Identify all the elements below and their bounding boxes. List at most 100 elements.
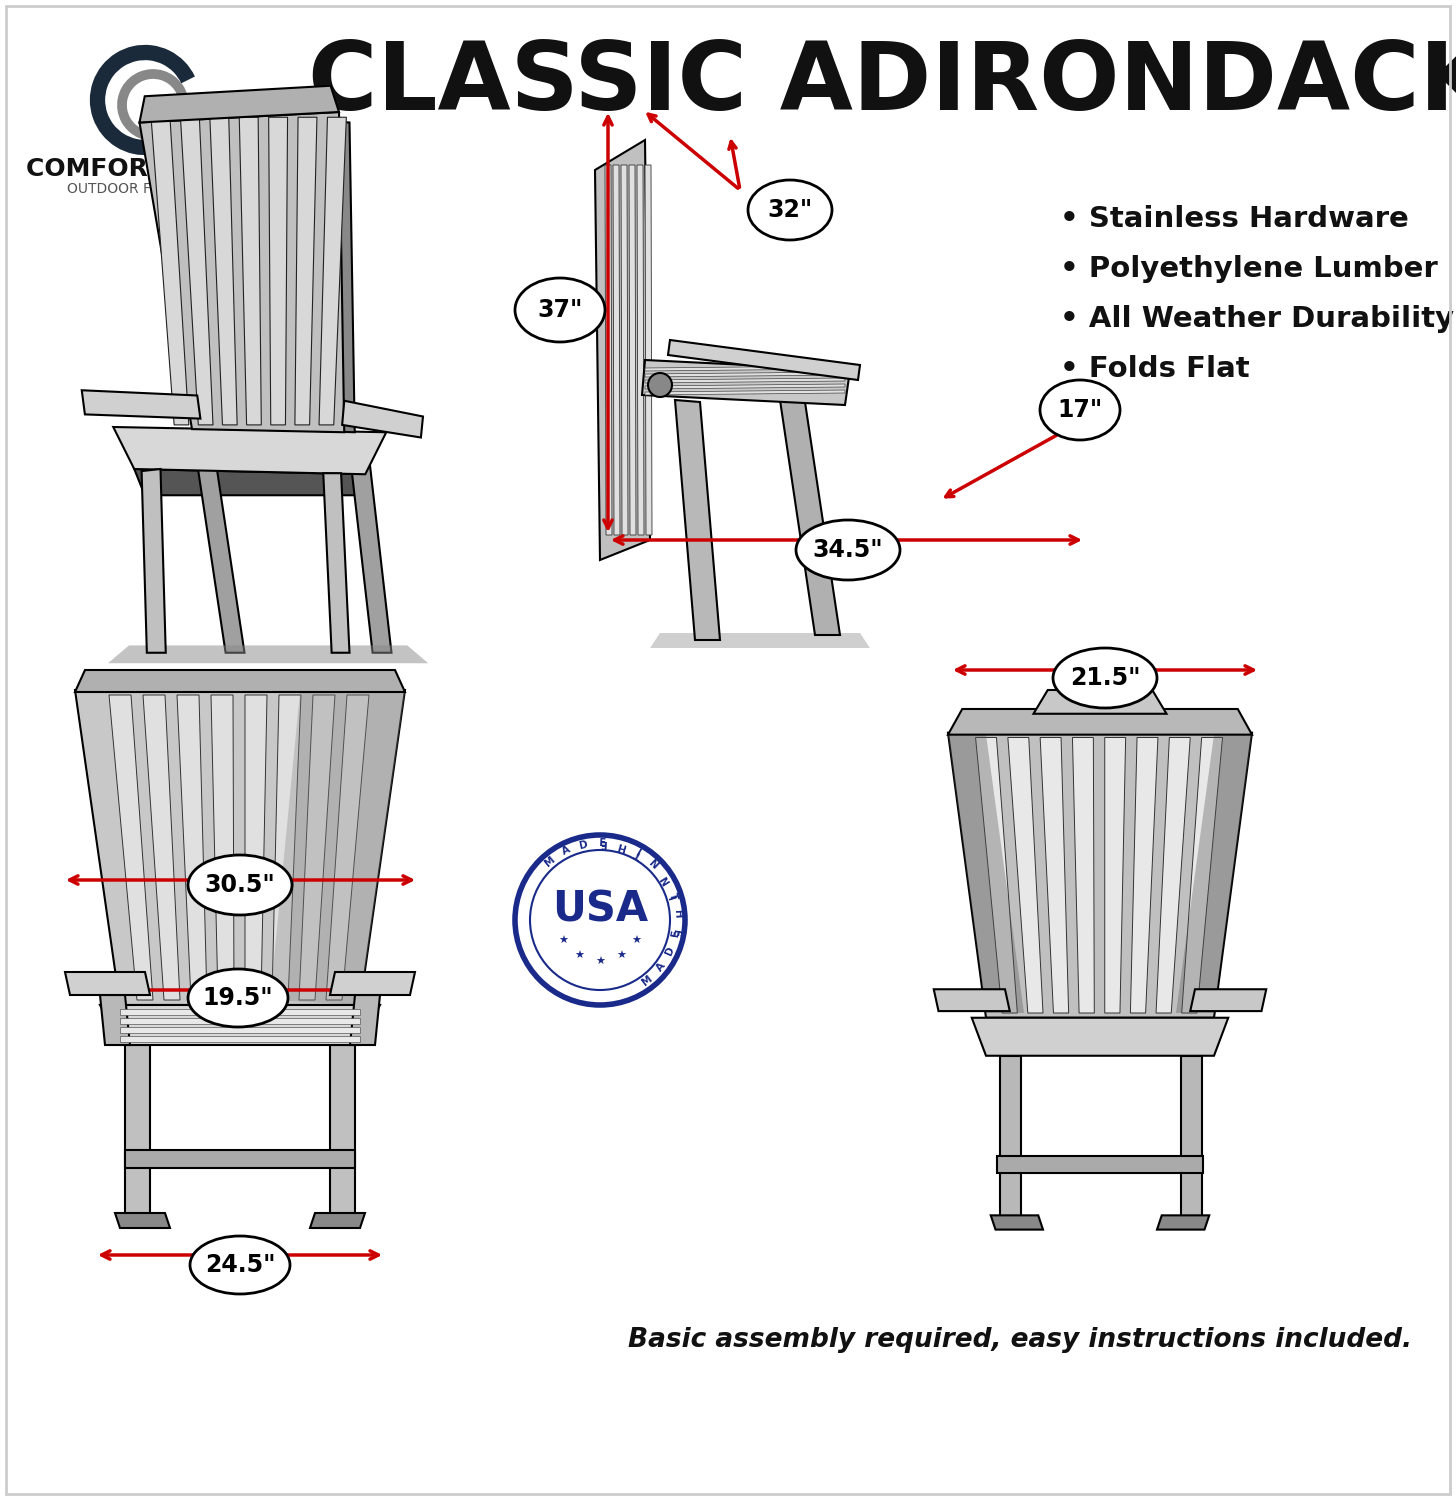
Polygon shape — [125, 1046, 150, 1220]
Polygon shape — [1073, 738, 1095, 1012]
Text: I: I — [635, 847, 642, 858]
Text: D: D — [664, 945, 677, 957]
Polygon shape — [66, 972, 150, 994]
Polygon shape — [349, 994, 380, 1045]
Polygon shape — [1158, 1215, 1210, 1230]
Polygon shape — [1008, 738, 1042, 1012]
Polygon shape — [115, 1214, 170, 1228]
Text: N: N — [658, 873, 671, 885]
Polygon shape — [668, 340, 860, 380]
Polygon shape — [310, 1214, 365, 1228]
Polygon shape — [143, 694, 181, 1000]
Polygon shape — [645, 390, 844, 394]
Polygon shape — [1176, 735, 1252, 1012]
Text: M: M — [641, 974, 655, 988]
Text: M: M — [543, 853, 558, 868]
Polygon shape — [119, 1010, 360, 1016]
Polygon shape — [1105, 738, 1125, 1012]
Ellipse shape — [188, 855, 293, 915]
Polygon shape — [125, 1150, 355, 1168]
Text: 19.5": 19.5" — [202, 986, 274, 1010]
Polygon shape — [76, 690, 405, 1005]
Polygon shape — [606, 165, 612, 536]
Polygon shape — [1190, 990, 1267, 1011]
Polygon shape — [997, 1155, 1203, 1173]
Polygon shape — [638, 165, 644, 536]
Polygon shape — [211, 694, 234, 1000]
Text: ★: ★ — [616, 951, 626, 962]
Text: H: H — [671, 910, 681, 920]
Text: A: A — [654, 962, 667, 974]
Polygon shape — [326, 694, 368, 1000]
Polygon shape — [331, 972, 415, 994]
Polygon shape — [192, 429, 245, 652]
Polygon shape — [613, 165, 620, 536]
Text: E: E — [598, 839, 606, 848]
Text: ★: ★ — [574, 951, 584, 962]
Polygon shape — [642, 360, 850, 405]
Polygon shape — [1130, 738, 1158, 1012]
Text: USA: USA — [552, 890, 648, 932]
Ellipse shape — [1053, 648, 1158, 708]
Text: 17": 17" — [1057, 398, 1102, 422]
Polygon shape — [622, 165, 628, 536]
Text: I: I — [668, 892, 678, 900]
Text: • All Weather Durability: • All Weather Durability — [1060, 304, 1455, 333]
Polygon shape — [971, 1017, 1229, 1056]
Text: 37": 37" — [537, 298, 582, 322]
Polygon shape — [100, 994, 130, 1045]
Polygon shape — [197, 112, 355, 432]
Polygon shape — [1181, 1056, 1201, 1222]
Polygon shape — [948, 734, 1252, 1017]
Polygon shape — [1000, 1056, 1021, 1222]
Polygon shape — [649, 633, 871, 648]
Polygon shape — [596, 140, 649, 560]
Polygon shape — [134, 470, 365, 495]
Text: • Polyethylene Lumber: • Polyethylene Lumber — [1060, 255, 1437, 284]
Polygon shape — [140, 86, 339, 123]
Polygon shape — [82, 390, 201, 418]
Polygon shape — [323, 472, 349, 652]
Polygon shape — [119, 1036, 360, 1042]
Text: 32": 32" — [767, 198, 812, 222]
Text: 24.5": 24.5" — [205, 1252, 275, 1276]
Text: Basic assembly required, easy instructions included.: Basic assembly required, easy instructio… — [628, 1328, 1412, 1353]
Ellipse shape — [796, 520, 900, 580]
Ellipse shape — [189, 1236, 290, 1294]
Text: T: T — [633, 847, 644, 859]
Polygon shape — [348, 433, 392, 652]
Polygon shape — [151, 117, 189, 424]
Text: • Folds Flat: • Folds Flat — [1060, 356, 1249, 382]
Circle shape — [530, 850, 670, 990]
Polygon shape — [272, 694, 301, 1000]
Polygon shape — [245, 694, 266, 1000]
Polygon shape — [141, 470, 166, 652]
Text: COMFORT CRAFT: COMFORT CRAFT — [26, 158, 264, 182]
Text: E: E — [670, 928, 681, 938]
Polygon shape — [990, 1215, 1042, 1230]
Polygon shape — [114, 427, 386, 474]
Text: E: E — [598, 839, 606, 848]
Ellipse shape — [188, 969, 288, 1028]
Circle shape — [515, 836, 684, 1005]
Text: CLASSIC ADIRONDACK: CLASSIC ADIRONDACK — [307, 38, 1456, 130]
Polygon shape — [645, 165, 652, 536]
Text: ★: ★ — [596, 957, 606, 968]
Polygon shape — [645, 378, 844, 382]
Ellipse shape — [1040, 380, 1120, 440]
Polygon shape — [780, 400, 840, 634]
Text: N: N — [646, 858, 660, 871]
Polygon shape — [645, 366, 844, 370]
Text: 21.5": 21.5" — [1070, 666, 1140, 690]
Polygon shape — [676, 400, 721, 640]
Polygon shape — [181, 117, 213, 424]
Polygon shape — [645, 384, 844, 388]
Polygon shape — [269, 117, 287, 424]
Text: ★: ★ — [559, 936, 569, 946]
Text: H: H — [616, 840, 626, 852]
Polygon shape — [1182, 738, 1223, 1012]
Polygon shape — [269, 692, 405, 1005]
Polygon shape — [948, 735, 1024, 1012]
Text: T: T — [667, 891, 678, 902]
Polygon shape — [933, 990, 1010, 1011]
